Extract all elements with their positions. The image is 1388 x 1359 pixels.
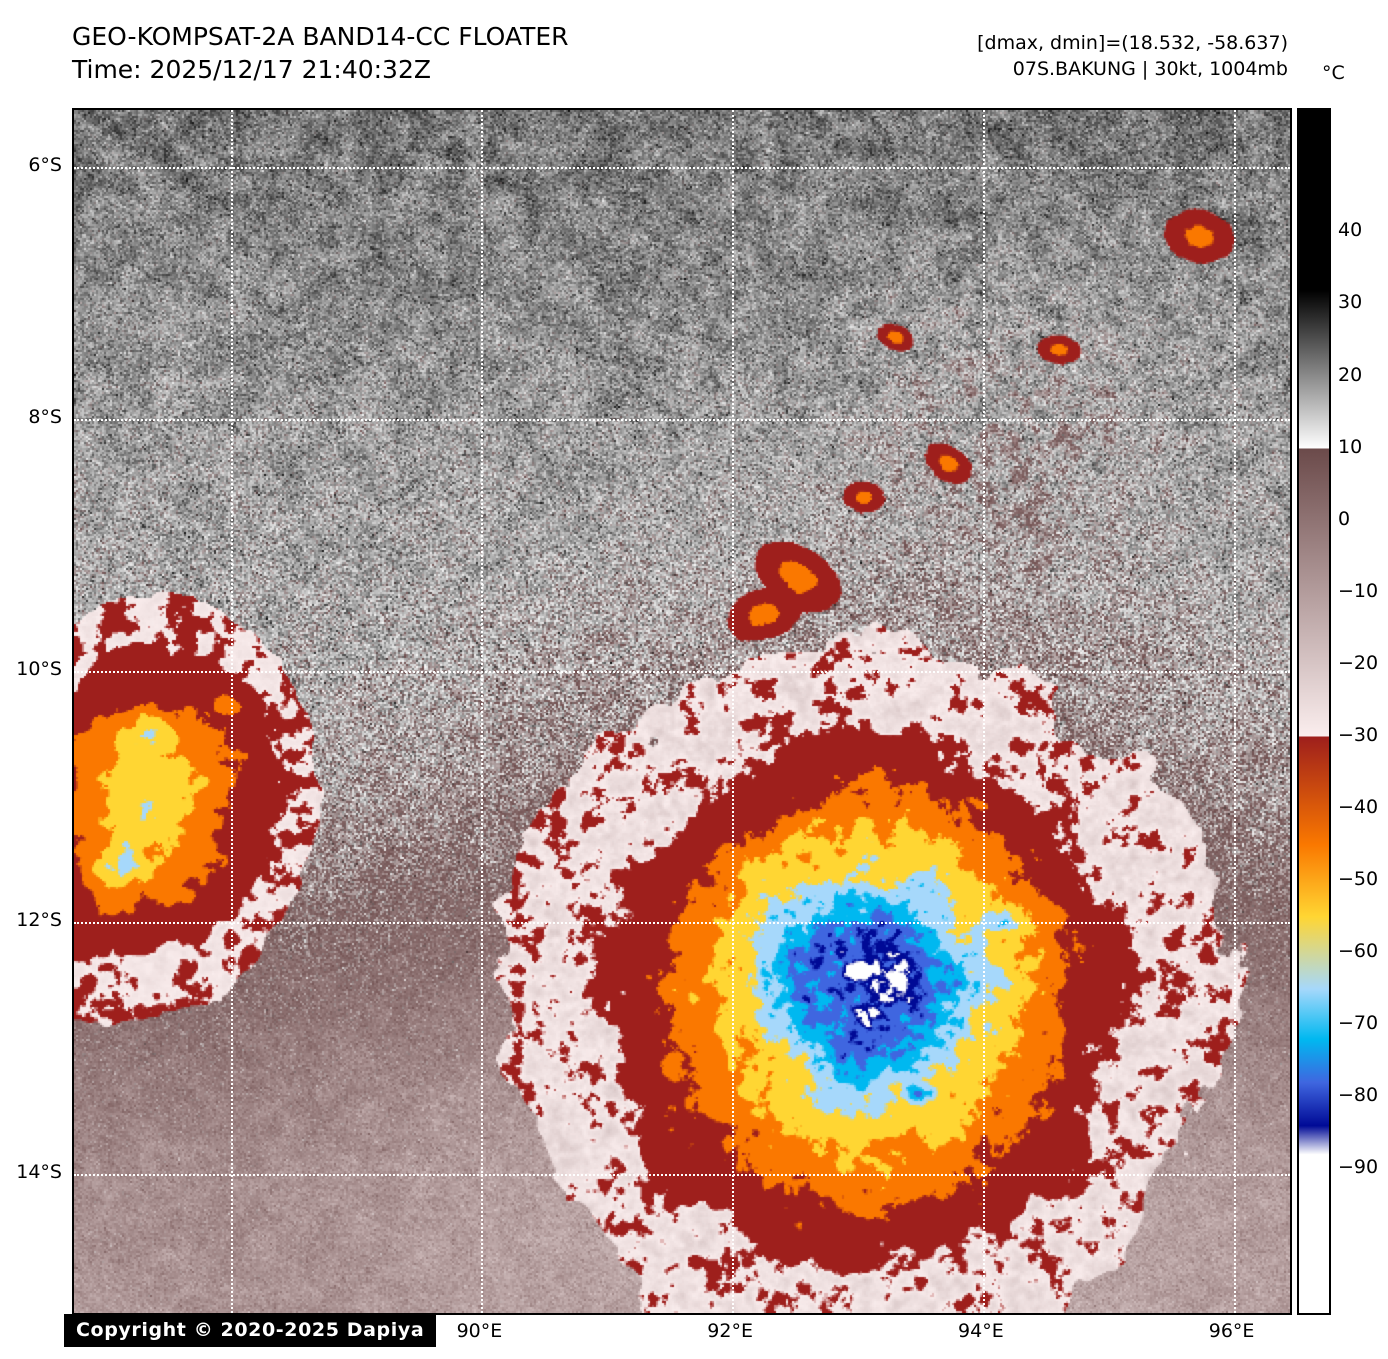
gridline-horizontal (74, 922, 1290, 925)
colorbar-gradient (1299, 110, 1329, 1313)
gridline-vertical (481, 110, 484, 1313)
temperature-colorbar[interactable] (1297, 108, 1331, 1315)
y-tick-label: 10°S (16, 657, 62, 680)
colorbar-tick-label: 0 (1338, 507, 1351, 530)
dmax-dmin-readout: [dmax, dmin]=(18.532, -58.637) (977, 32, 1288, 54)
colorbar-tick-label: −30 (1338, 723, 1379, 746)
map-gridlines (74, 110, 1290, 1313)
gridline-vertical (1233, 110, 1236, 1313)
gridline-vertical (230, 110, 233, 1313)
gridline-vertical (982, 110, 985, 1313)
y-tick-label: 14°S (16, 1161, 62, 1184)
colorbar-tick-label: 30 (1338, 291, 1363, 314)
colorbar-tick-label: 40 (1338, 219, 1363, 242)
gridline-horizontal (74, 670, 1290, 673)
colorbar-tick-label: −50 (1338, 867, 1379, 890)
observation-time: Time: 2025/12/17 21:40:32Z (72, 55, 431, 84)
metadata-block: [dmax, dmin]=(18.532, -58.637) 07S.BAKUN… (977, 30, 1288, 82)
gridline-horizontal (74, 166, 1290, 169)
y-tick-label: 6°S (28, 153, 62, 176)
colorbar-tick-label: −80 (1338, 1083, 1379, 1106)
x-tick-label: 96°E (1208, 1320, 1255, 1342)
storm-info-readout: 07S.BAKUNG | 30kt, 1004mb (1012, 58, 1288, 80)
infrared-brightness-field (74, 110, 1290, 1313)
gridline-vertical (732, 110, 735, 1313)
page-title: GEO-KOMPSAT-2A BAND14-CC FLOATER Time: 2… (72, 20, 569, 86)
gridline-horizontal (74, 418, 1290, 421)
colorbar-tick-label: −10 (1338, 579, 1379, 602)
y-tick-label: 8°S (28, 405, 62, 428)
x-tick-label: 94°E (958, 1320, 1004, 1342)
product-title: GEO-KOMPSAT-2A BAND14-CC FLOATER (72, 22, 569, 51)
colorbar-unit-label: °C (1322, 62, 1345, 84)
colorbar-tick-label: −40 (1338, 795, 1379, 818)
colorbar-tick-label: 20 (1338, 363, 1363, 386)
copyright-banner: Copyright © 2020-2025 Dapiya (64, 1314, 437, 1347)
colorbar-tick-label: 10 (1338, 435, 1363, 458)
x-tick-label: 90°E (456, 1320, 503, 1342)
colorbar-tick-label: −90 (1338, 1155, 1379, 1178)
colorbar-tick-label: −70 (1338, 1011, 1379, 1034)
colorbar-tick-label: −20 (1338, 651, 1379, 674)
gridline-horizontal (74, 1174, 1290, 1177)
x-tick-label: 92°E (707, 1320, 753, 1342)
ir-satellite-map[interactable] (72, 108, 1292, 1315)
y-tick-label: 12°S (16, 909, 62, 932)
colorbar-tick-label: −60 (1338, 939, 1379, 962)
